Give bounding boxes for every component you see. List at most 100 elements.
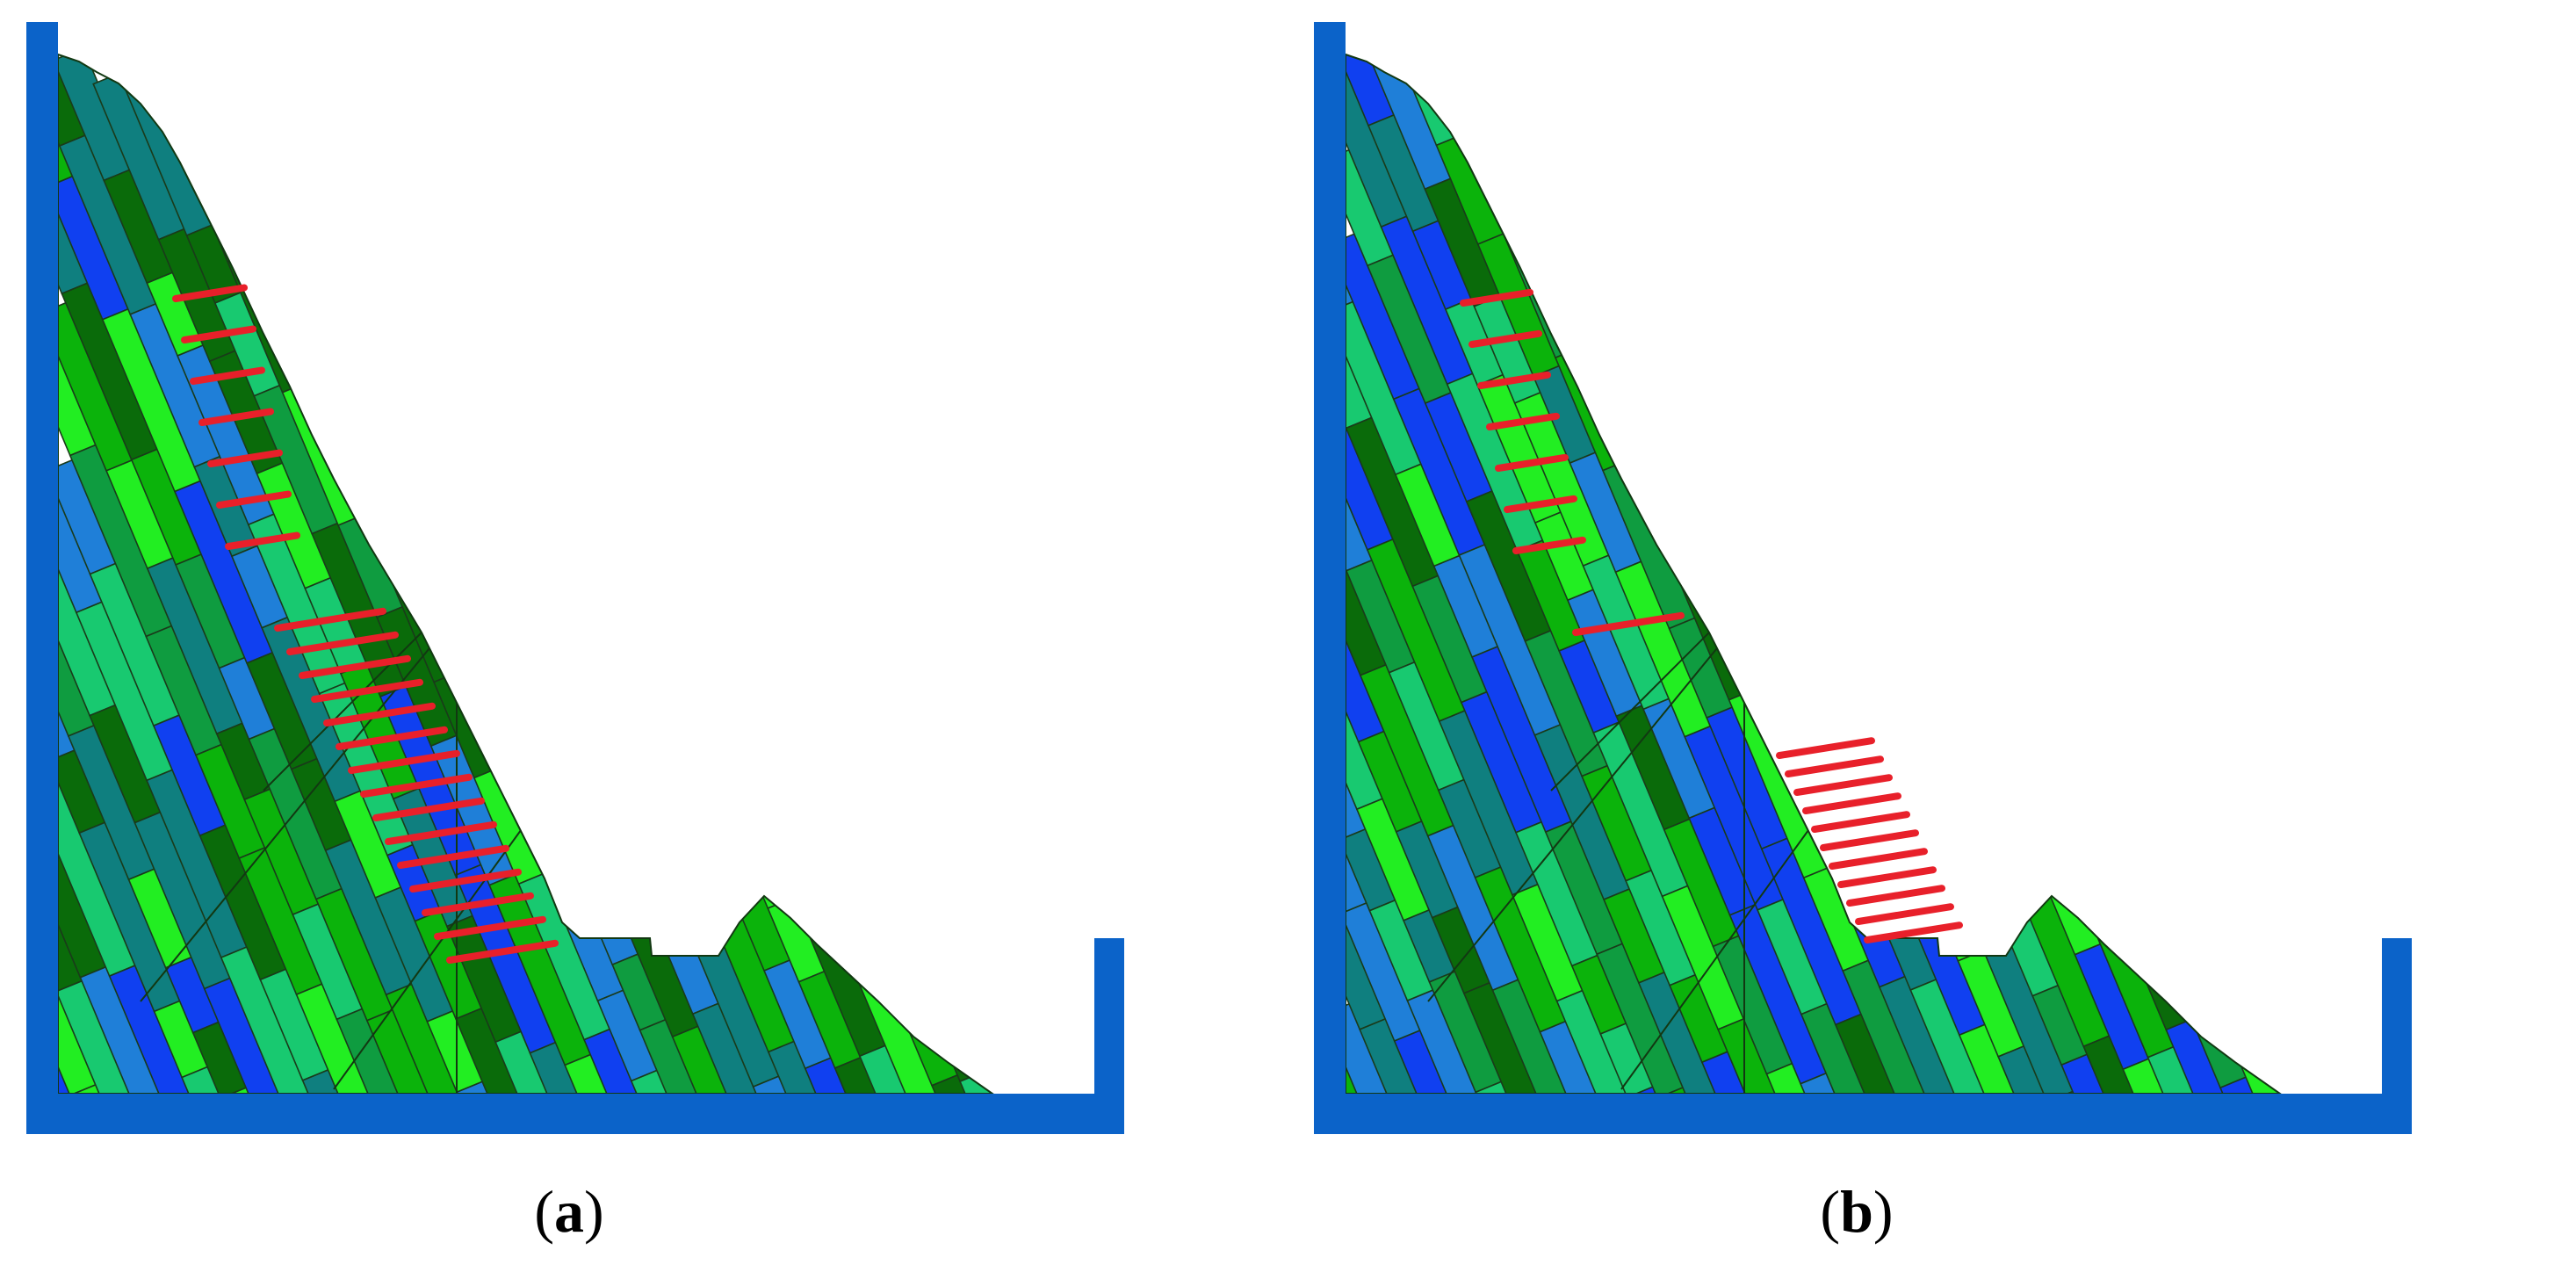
rock-block — [2033, 348, 2128, 510]
anchor-bolt — [1846, 885, 1945, 907]
rock-block — [761, 54, 869, 223]
rock-block — [1720, 311, 1783, 399]
rock-block — [2014, 728, 2123, 925]
rock-block — [220, 1085, 285, 1094]
rock-block — [1844, 54, 1941, 206]
rock-block — [1959, 54, 2028, 129]
rock-block — [220, 943, 319, 1094]
rock-block — [2090, 57, 2200, 256]
rock-block — [752, 1073, 844, 1094]
rock-block — [883, 816, 957, 930]
rock-block — [2225, 662, 2280, 803]
rock-block — [512, 288, 606, 450]
panel-a: (a) — [26, 22, 1124, 1245]
rock-block — [301, 72, 408, 263]
rock-block — [1615, 134, 1725, 334]
anchor-bolt — [1776, 737, 1875, 759]
rock-block — [1626, 1084, 1692, 1094]
rock-block — [758, 378, 862, 562]
rock-block — [588, 184, 685, 353]
rock-block — [1842, 958, 1939, 1094]
rock-block — [1359, 1015, 1462, 1094]
rock-block — [1765, 1060, 1829, 1094]
rock-block — [510, 214, 602, 369]
rock-block — [1656, 1084, 1756, 1094]
rock-block — [1393, 1027, 1468, 1094]
anchor-bolt — [323, 702, 436, 726]
rock-block — [634, 651, 732, 823]
rock-block — [764, 319, 855, 474]
rock-block — [1938, 690, 2030, 844]
rock-block — [161, 54, 230, 124]
rock-block — [917, 54, 985, 141]
rock-block — [950, 906, 992, 1061]
rock-block — [1834, 1011, 1919, 1094]
rock-block — [1956, 234, 2064, 428]
rock-block — [810, 572, 876, 665]
rock-block — [1958, 1022, 2046, 1094]
rock-block — [1556, 65, 1657, 242]
rock-block — [521, 54, 620, 199]
rock-block — [1997, 190, 2099, 371]
rock-block — [1967, 402, 2038, 509]
rock-block — [507, 631, 592, 771]
anchor-bolt — [274, 607, 386, 632]
rock-block — [898, 496, 992, 664]
anchor-bolt — [348, 749, 460, 774]
rock-block — [512, 147, 574, 233]
rock-block — [2153, 631, 2233, 762]
rock-block — [1720, 54, 1779, 106]
rock-block — [830, 547, 924, 710]
rock-block — [483, 291, 555, 400]
rock-block — [1475, 1079, 1556, 1094]
rock-block — [2158, 359, 2248, 512]
rock-block — [1714, 225, 1799, 367]
rock-block — [962, 649, 992, 777]
rock-block — [1939, 54, 2030, 205]
rock-block — [2247, 927, 2280, 1087]
rock-block — [2219, 1074, 2280, 1094]
rock-block — [484, 505, 577, 664]
rock-block — [1635, 324, 1728, 484]
rock-block — [960, 218, 992, 341]
anchor-bolt — [360, 773, 473, 798]
rock-block — [1909, 762, 2002, 921]
model-frame — [1314, 22, 2412, 1134]
rock-block — [411, 54, 482, 155]
rock-block — [2103, 583, 2176, 694]
rock-block — [1913, 61, 2008, 225]
rock-block — [474, 554, 539, 646]
rock-block — [1847, 330, 1945, 503]
rock-block — [596, 418, 657, 500]
rock-block — [2122, 1056, 2212, 1094]
rock-block — [1909, 192, 1984, 310]
anchor-bolts — [172, 284, 559, 964]
rock-block — [933, 793, 992, 905]
rock-block — [2052, 54, 2145, 196]
anchor-bolt — [311, 678, 423, 703]
model-frame — [26, 22, 1124, 1134]
rock-block — [862, 338, 957, 503]
rock-block — [763, 602, 861, 772]
anchor-bolt — [336, 726, 448, 750]
rock-block — [205, 54, 278, 169]
rock-block — [1555, 987, 1660, 1094]
rock-block — [1990, 387, 2072, 518]
anchor-bolt — [181, 325, 256, 343]
rock-block — [665, 581, 725, 661]
rock-block — [1811, 529, 1892, 660]
rock-block — [464, 54, 545, 162]
anchor-bolt — [446, 939, 559, 964]
rock-block — [1522, 54, 1613, 208]
rock-block — [2245, 69, 2280, 182]
rock-block — [1878, 973, 1984, 1094]
rock-block — [532, 479, 605, 589]
rock-block — [545, 649, 620, 769]
anchor-bolt — [225, 531, 300, 550]
rock-block — [1800, 1070, 1905, 1094]
rock-block — [2112, 181, 2184, 289]
rock-block — [731, 669, 821, 820]
rock-block — [574, 435, 660, 579]
rock-block — [2070, 577, 2163, 736]
rock-block — [470, 117, 543, 229]
